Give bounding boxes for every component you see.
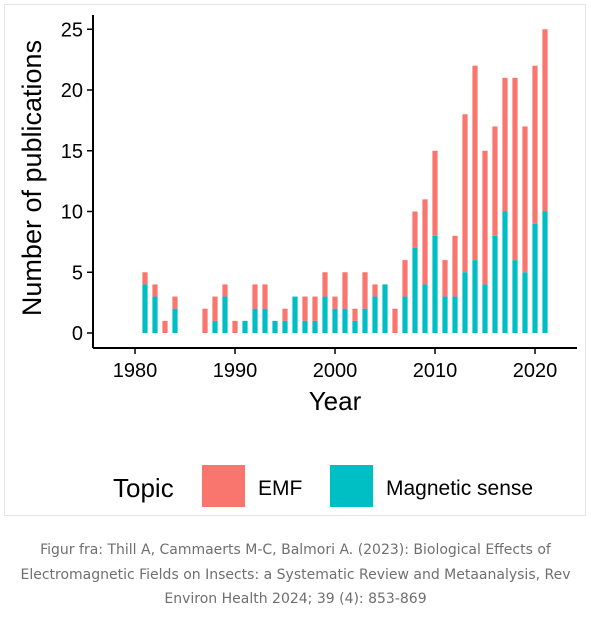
bar-emf-2015 [482,150,488,285]
y-tick-label-15: 15 [61,141,83,163]
bar-magnetic-sense-2014 [472,260,478,333]
y-tick-label-10: 10 [61,202,83,224]
bar-magnetic-sense-2020 [532,223,538,333]
bar-magnetic-sense-2010 [432,235,438,333]
bar-emf-1982 [152,284,158,297]
bar-magnetic-sense-1982 [152,296,158,333]
bar-emf-2019 [522,126,528,273]
bar-emf-2018 [512,77,518,261]
bar-emf-1989 [222,284,228,297]
bar-emf-2013 [462,114,468,273]
bar-emf-2009 [422,199,428,285]
bar-magnetic-sense-2009 [422,284,428,333]
bar-magnetic-sense-2008 [412,247,418,333]
bar-emf-1997 [302,296,308,321]
bar-emf-1999 [322,272,328,297]
bar-emf-2001 [342,272,348,309]
bar-emf-1988 [212,296,218,321]
bar-emf-2014 [472,65,478,261]
bar-magnetic-sense-2007 [402,296,408,333]
legend: Topic EMF Magnetic sense [113,465,533,507]
y-tick-label-0: 0 [72,323,83,345]
bar-magnetic-sense-1984 [172,308,178,333]
bar-emf-1987 [202,308,208,333]
bar-magnetic-sense-1996 [292,296,298,333]
bar-magnetic-sense-1995 [282,320,288,333]
bar-magnetic-sense-1981 [142,284,148,333]
bar-emf-2021 [542,29,548,212]
y-tick-label-20: 20 [61,80,83,102]
x-tick-label-1980: 1980 [113,360,158,382]
bar-magnetic-sense-1993 [262,308,268,333]
x-tick-label-2000: 2000 [313,360,358,382]
bar-magnetic-sense-1992 [252,308,258,333]
y-tick-label-5: 5 [72,262,83,284]
bar-emf-2016 [492,126,498,236]
bar-magnetic-sense-2013 [462,272,468,333]
y-tick-label-25: 25 [61,19,83,41]
bar-magnetic-sense-2002 [352,320,358,333]
bar-emf-2002 [352,308,358,321]
legend-label-magnetic-sense: Magnetic sense [386,477,533,500]
caption-line-2: Electromagnetic Fields on Insects: a Sys… [20,566,571,583]
bar-emf-2010 [432,150,438,236]
bar-emf-1995 [282,308,288,321]
bar-magnetic-sense-1994 [272,320,278,333]
bar-magnetic-sense-2004 [372,296,378,333]
y-axis-label: Number of publications [17,40,47,316]
bar-magnetic-sense-2003 [362,308,368,333]
bar-emf-2020 [532,65,538,224]
legend-title: Topic [113,473,174,503]
bar-magnetic-sense-2017 [502,211,508,333]
bar-magnetic-sense-2019 [522,272,528,333]
bar-magnetic-sense-2015 [482,284,488,333]
legend-swatch-emf [202,465,245,507]
bar-magnetic-sense-1997 [302,320,308,333]
bar-emf-2007 [402,260,408,297]
bar-emf-1984 [172,296,178,309]
bar-magnetic-sense-2011 [442,296,448,333]
figure-caption: Figur fra: Thill A, Cammaerts M-C, Balmo… [0,538,591,612]
x-axis-label: Year [309,386,362,416]
bar-emf-1992 [252,284,258,309]
bar-magnetic-sense-2000 [332,308,338,333]
bar-magnetic-sense-2012 [452,296,458,333]
legend-label-emf: EMF [258,477,302,500]
bar-magnetic-sense-1999 [322,296,328,333]
bar-magnetic-sense-1989 [222,296,228,333]
bar-magnetic-sense-2016 [492,235,498,333]
bar-marks [142,29,548,333]
bar-emf-1993 [262,284,268,309]
bar-emf-1998 [312,296,318,321]
bar-magnetic-sense-2005 [382,284,388,333]
bar-magnetic-sense-2021 [542,211,548,333]
bar-emf-1990 [232,320,238,333]
x-tick-label-2010: 2010 [413,360,458,382]
caption-line-1: Figur fra: Thill A, Cammaerts M-C, Balmo… [40,542,551,558]
x-tick-label-2020: 2020 [513,360,558,382]
bar-magnetic-sense-2001 [342,308,348,333]
bar-magnetic-sense-1998 [312,320,318,333]
caption-line-3: Environ Health 2024; 39 (4): 853-869 [164,591,427,607]
bar-magnetic-sense-1988 [212,320,218,333]
bar-emf-2008 [412,211,418,248]
bar-emf-2011 [442,260,448,297]
bar-emf-1981 [142,272,148,285]
bar-emf-2006 [392,308,398,333]
axes: 0 5 10 15 20 25 1980 1990 2000 2010 2020 [61,15,577,382]
bar-emf-2017 [502,77,508,212]
bar-magnetic-sense-1991 [242,320,248,333]
bar-emf-2004 [372,284,378,297]
bar-emf-2012 [452,235,458,297]
legend-swatch-magnetic-sense [330,465,373,507]
stacked-bar-chart: 0 5 10 15 20 25 1980 1990 2000 2010 2020 Number of… [17,15,577,507]
bar-emf-1983 [162,320,168,333]
figure-frame: 0 5 10 15 20 25 1980 1990 2000 2010 2020 Number of… [4,4,586,516]
bar-emf-2000 [332,296,338,309]
x-tick-label-1990: 1990 [213,360,258,382]
bar-magnetic-sense-2018 [512,260,518,333]
bar-emf-2003 [362,272,368,309]
